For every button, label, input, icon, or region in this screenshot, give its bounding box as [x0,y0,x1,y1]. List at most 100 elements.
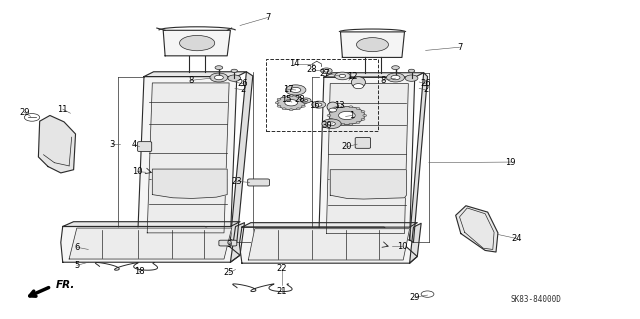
Polygon shape [239,227,417,263]
Text: 27: 27 [320,69,330,78]
Circle shape [421,291,434,297]
Circle shape [361,118,365,120]
Polygon shape [63,222,240,226]
Circle shape [392,66,399,70]
Text: 30: 30 [321,121,332,130]
Circle shape [387,73,404,82]
Circle shape [356,122,360,123]
Ellipse shape [179,35,215,51]
Bar [266,59,378,131]
Circle shape [301,98,311,103]
Circle shape [327,115,331,116]
Circle shape [321,68,332,74]
Polygon shape [230,223,244,262]
Polygon shape [61,226,240,262]
Circle shape [339,74,346,78]
FancyBboxPatch shape [138,142,152,152]
Text: 28: 28 [294,95,305,104]
Text: 29: 29 [410,293,420,302]
Circle shape [291,87,301,93]
Circle shape [335,72,350,80]
Circle shape [231,69,237,72]
Text: 12: 12 [347,72,357,81]
Circle shape [214,75,223,80]
Text: 8: 8 [380,76,385,85]
Circle shape [329,111,333,113]
FancyBboxPatch shape [219,240,237,246]
Polygon shape [410,73,428,242]
Polygon shape [152,169,227,198]
Circle shape [334,122,338,123]
Circle shape [341,123,345,125]
Circle shape [339,111,355,120]
Text: 5: 5 [74,261,79,270]
Circle shape [353,84,364,89]
Circle shape [289,109,293,111]
Circle shape [316,103,322,106]
Text: 13: 13 [334,101,344,110]
Circle shape [303,102,307,104]
Ellipse shape [356,38,388,52]
Text: 23: 23 [232,177,242,186]
Text: 9: 9 [227,241,232,249]
Ellipse shape [351,77,365,88]
Polygon shape [326,84,408,234]
Text: 3: 3 [109,140,115,149]
Circle shape [301,98,305,100]
Text: FR.: FR. [56,280,75,290]
Circle shape [349,123,353,125]
Circle shape [228,75,241,81]
Circle shape [277,105,281,107]
Polygon shape [69,228,232,259]
Circle shape [408,69,415,72]
Circle shape [356,108,360,109]
Circle shape [324,70,329,72]
Text: 15: 15 [282,95,292,104]
Text: 10: 10 [397,242,407,251]
FancyBboxPatch shape [248,179,269,186]
Text: 7: 7 [265,13,270,22]
Circle shape [341,106,345,108]
Polygon shape [242,223,417,227]
Polygon shape [230,72,253,242]
Circle shape [215,66,223,70]
Text: 20: 20 [342,142,352,151]
Polygon shape [330,170,406,199]
Circle shape [322,119,341,129]
Circle shape [361,111,365,113]
Circle shape [285,85,306,95]
Text: 24: 24 [512,234,522,243]
Circle shape [285,100,298,106]
Text: 26: 26 [238,79,248,88]
Text: 22: 22 [276,264,287,273]
Polygon shape [163,30,230,56]
Polygon shape [324,73,424,77]
Text: 19: 19 [506,158,516,167]
Circle shape [282,96,286,98]
Text: 18: 18 [134,267,145,276]
Text: 2: 2 [241,85,246,94]
Circle shape [312,101,326,108]
Circle shape [391,75,400,80]
Ellipse shape [327,102,339,112]
Circle shape [296,108,300,110]
Polygon shape [410,223,421,263]
Text: 29: 29 [19,108,29,117]
Polygon shape [340,32,404,57]
Text: 8: 8 [188,76,193,85]
Circle shape [329,107,365,124]
Text: 17: 17 [283,85,293,94]
Circle shape [277,98,281,100]
Polygon shape [144,72,246,77]
Circle shape [289,95,293,97]
Circle shape [304,100,308,101]
Polygon shape [319,77,415,240]
Circle shape [210,73,228,82]
Circle shape [363,115,367,116]
Circle shape [405,75,418,81]
Circle shape [334,108,338,109]
Text: 26: 26 [420,79,431,88]
Text: 14: 14 [289,59,300,68]
Circle shape [329,108,337,112]
FancyBboxPatch shape [355,137,371,148]
